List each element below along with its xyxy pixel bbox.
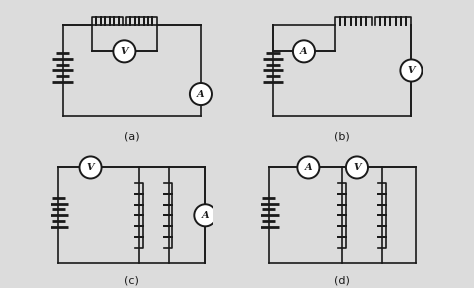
Text: (c): (c) <box>124 275 139 285</box>
Text: A: A <box>305 163 312 172</box>
Text: A: A <box>197 90 205 98</box>
Text: (b): (b) <box>334 131 350 141</box>
Text: A: A <box>300 47 308 56</box>
Circle shape <box>401 59 422 82</box>
Text: (d): (d) <box>334 275 350 285</box>
Circle shape <box>346 156 368 179</box>
Text: V: V <box>408 66 415 75</box>
Circle shape <box>293 40 315 62</box>
Circle shape <box>297 156 319 179</box>
Text: V: V <box>87 163 94 172</box>
Circle shape <box>113 40 136 62</box>
Circle shape <box>190 83 212 105</box>
Text: V: V <box>120 47 128 56</box>
Circle shape <box>80 156 101 179</box>
Text: A: A <box>201 211 209 220</box>
Text: V: V <box>353 163 361 172</box>
Text: (a): (a) <box>124 131 139 141</box>
Circle shape <box>194 204 217 226</box>
